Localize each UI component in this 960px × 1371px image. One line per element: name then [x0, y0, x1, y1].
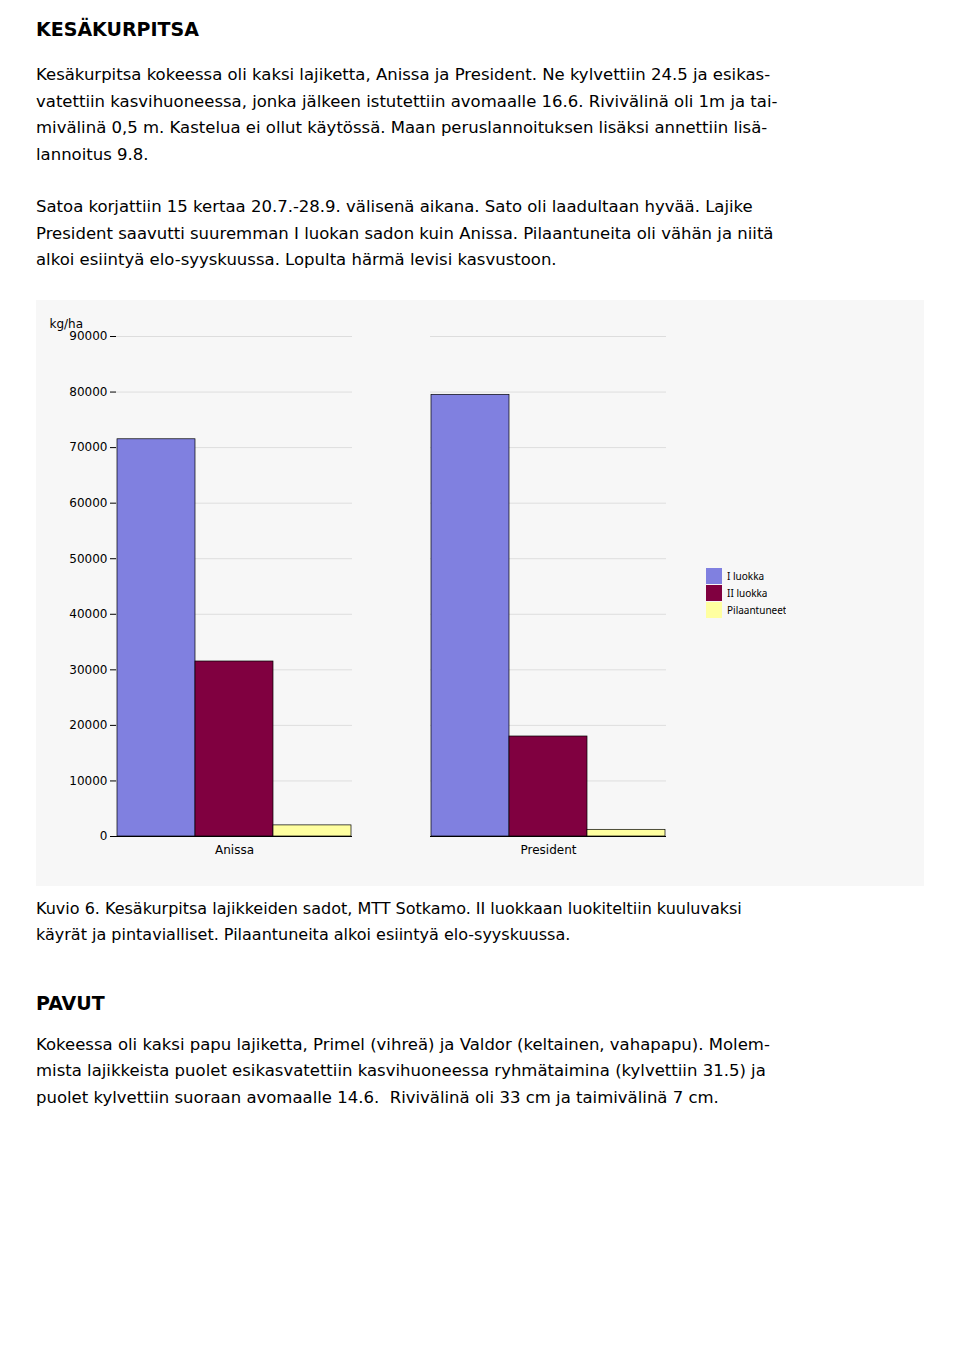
svg-text:70000: 70000: [69, 440, 107, 454]
svg-text:80000: 80000: [69, 384, 107, 398]
html-text:II luokka: II luokka: [727, 585, 768, 600]
svg-text:10000: 10000: [69, 773, 107, 787]
svg-text:30000: 30000: [69, 662, 107, 676]
html-text:Pilaantuneet: Pilaantuneet: [727, 602, 787, 617]
html-text:vatettiin kasvihuoneessa, jonk: vatettiin kasvihuoneessa, jonka jälkeen …: [36, 91, 778, 111]
html-text:mivälinä 0,5 m. Kastelua ei ol: mivälinä 0,5 m. Kastelua ei ollut käytös…: [36, 118, 768, 137]
html-text:President saavutti suuremman I: President saavutti suuremman I luokan sa…: [36, 223, 774, 243]
svg-text:Anissa: Anissa: [215, 843, 254, 857]
svg-text:40000: 40000: [69, 607, 107, 621]
html-text:Kuvio 6. Kesäkurpitsa lajikkei: Kuvio 6. Kesäkurpitsa lajikkeiden sadot,…: [36, 898, 742, 918]
html-text:Kesäkurpitsa kokeessa oli kaks: Kesäkurpitsa kokeessa oli kaksi lajikett…: [36, 65, 771, 84]
html-text:Satoa korjattiin 15 kertaa 20.: Satoa korjattiin 15 kertaa 20.7.-28.9. v…: [36, 197, 753, 216]
svg-text:kg/ha: kg/ha: [50, 317, 84, 331]
html-text:Kokeessa oli kaksi papu lajike: Kokeessa oli kaksi papu lajiketta, Prime…: [36, 1034, 770, 1054]
html-text:puolet kylvettiin suoraan avom: puolet kylvettiin suoraan avomaalle 14.6…: [36, 1087, 719, 1107]
html-text:alkoi esiintyä elo-syyskuussa.: alkoi esiintyä elo-syyskuussa. Lopulta h…: [36, 250, 557, 269]
svg-text:20000: 20000: [69, 718, 107, 732]
svg-text:0: 0: [100, 829, 108, 843]
svg-text:President: President: [521, 843, 577, 857]
svg-text:90000: 90000: [69, 329, 107, 343]
html-text:lannoitus 9.8.: lannoitus 9.8.: [36, 144, 149, 164]
html-text:I luokka: I luokka: [727, 568, 765, 583]
html-text:käyrät ja pintavialliset. Pila: käyrät ja pintavialliset. Pilaantuneita …: [36, 924, 571, 944]
html-text:mista lajikkeista puolet esika: mista lajikkeista puolet esikasvatettiin…: [36, 1061, 766, 1080]
html-text:PAVUT: PAVUT: [36, 991, 105, 1014]
svg-text:50000: 50000: [69, 551, 107, 565]
svg-text:60000: 60000: [69, 496, 107, 510]
html-text:KESÄKURPITSA: KESÄKURPITSA: [36, 18, 199, 40]
